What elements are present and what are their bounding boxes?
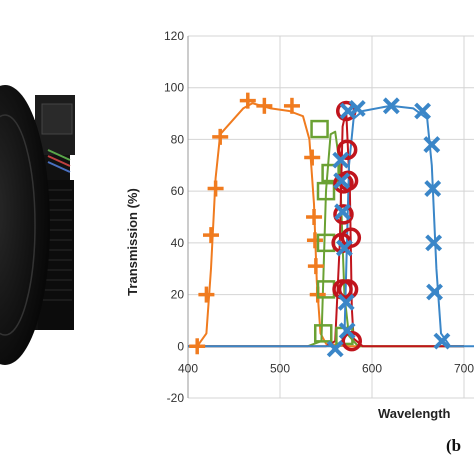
data-point-plus bbox=[212, 128, 229, 145]
data-point-square bbox=[310, 119, 329, 139]
data-point-x bbox=[382, 97, 400, 115]
x-tick-label: 700 bbox=[454, 361, 474, 375]
data-point-plus bbox=[306, 232, 323, 249]
data-point-square bbox=[313, 324, 333, 343]
x-tick-label: 500 bbox=[270, 361, 290, 375]
data-point-square bbox=[316, 181, 336, 201]
y-tick-label: 0 bbox=[177, 339, 184, 353]
data-point-x bbox=[348, 99, 366, 117]
data-point-x bbox=[414, 102, 432, 120]
series-line-plus bbox=[188, 102, 464, 348]
series-line-x bbox=[188, 104, 474, 348]
data-point-x bbox=[332, 151, 350, 169]
data-point-plus bbox=[198, 286, 215, 303]
panel-label: (b bbox=[446, 436, 462, 455]
y-tick-label: 60 bbox=[171, 184, 185, 198]
data-point-circle bbox=[336, 139, 358, 161]
data-point-plus bbox=[203, 227, 219, 244]
data-point-x bbox=[426, 283, 443, 301]
data-point-x bbox=[333, 172, 351, 190]
y-axis-label: Transmission (%) bbox=[125, 188, 140, 296]
series-layer bbox=[188, 92, 474, 358]
data-point-x bbox=[433, 332, 451, 350]
data-point-plus bbox=[304, 149, 321, 166]
data-point-circle bbox=[333, 204, 354, 225]
y-tick-label: 100 bbox=[164, 81, 184, 95]
camera-photo bbox=[0, 85, 75, 365]
data-point-circle bbox=[333, 173, 354, 194]
data-point-plus bbox=[189, 338, 206, 355]
data-point-x bbox=[338, 322, 356, 340]
data-point-plus bbox=[307, 258, 324, 275]
y-tick-label: 40 bbox=[171, 236, 185, 250]
data-point-x bbox=[423, 136, 441, 154]
data-point-x bbox=[425, 234, 443, 252]
x-axis-label: Wavelength bbox=[378, 406, 451, 421]
y-tick-label: 20 bbox=[171, 288, 185, 302]
data-point-plus bbox=[256, 97, 273, 114]
data-point-plus bbox=[207, 180, 224, 197]
data-point-x bbox=[424, 180, 442, 197]
x-tick-label: 400 bbox=[178, 361, 198, 375]
series-line-circle bbox=[188, 110, 464, 348]
data-point-plus bbox=[239, 92, 256, 109]
y-tick-label: 80 bbox=[171, 132, 185, 146]
data-point-plus bbox=[306, 209, 323, 225]
y-tick-label: -20 bbox=[167, 391, 185, 405]
data-point-x bbox=[334, 203, 351, 221]
y-tick-label: 120 bbox=[164, 29, 184, 43]
x-tick-label: 600 bbox=[362, 361, 382, 375]
data-point-x bbox=[335, 239, 353, 257]
data-point-x bbox=[337, 293, 355, 311]
data-point-square bbox=[321, 163, 340, 183]
data-point-plus bbox=[283, 97, 300, 114]
data-point-x bbox=[326, 340, 344, 358]
tick-labels: -20 0 20 40 60 80 100 120 400 500 600 700 bbox=[164, 29, 474, 405]
